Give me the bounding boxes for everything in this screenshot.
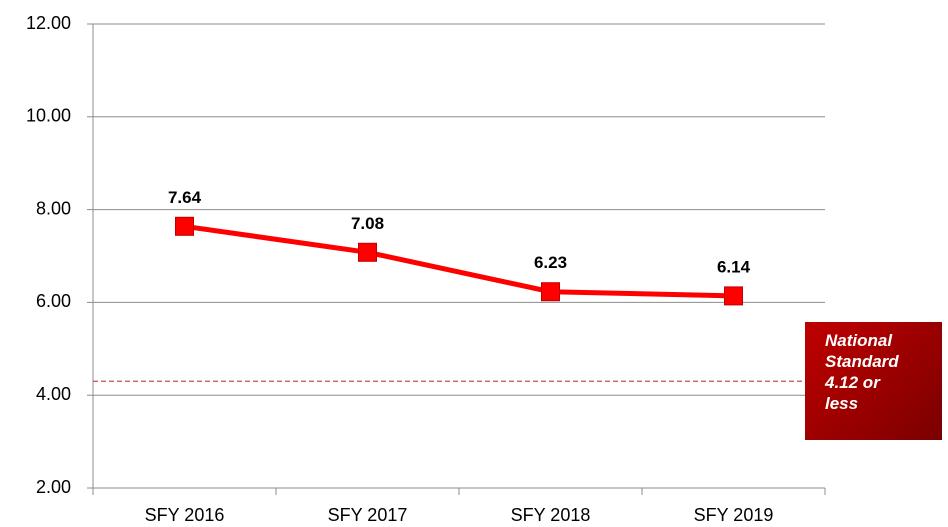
- data-label: 6.23: [534, 253, 567, 272]
- y-tick-label: 8.00: [36, 198, 71, 218]
- y-tick-label: 4.00: [36, 384, 71, 404]
- y-tick-label: 12.00: [26, 13, 71, 33]
- annotation-box: National Standard 4.12 or less: [805, 322, 942, 440]
- y-tick-label: 2.00: [36, 477, 71, 497]
- y-tick-label: 6.00: [36, 291, 71, 311]
- marker: [358, 242, 377, 262]
- x-tick-label: SFY 2017: [328, 505, 408, 525]
- x-tick-label: SFY 2016: [145, 505, 225, 525]
- data-label: 7.64: [168, 188, 202, 207]
- marker: [541, 282, 560, 302]
- marker: [175, 216, 194, 236]
- y-tick-label: 10.00: [26, 106, 71, 126]
- marker: [724, 286, 743, 306]
- data-label: 7.08: [351, 214, 384, 233]
- series-line: [184, 223, 734, 299]
- x-tick-label: SFY 2019: [694, 505, 774, 525]
- x-tick-label: SFY 2018: [511, 505, 591, 525]
- annotation: National Standard 4.12 or less: [825, 331, 899, 413]
- data-label: 6.14: [717, 257, 751, 276]
